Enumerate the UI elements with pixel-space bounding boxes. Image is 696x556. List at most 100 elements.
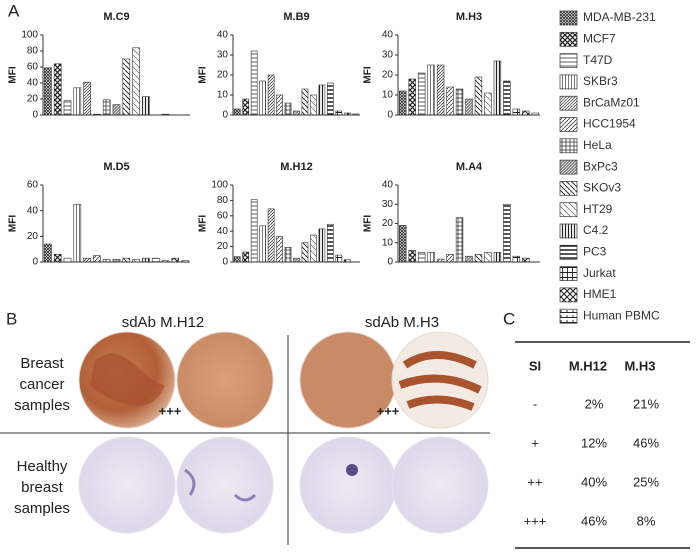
y-tick-label: 20 bbox=[382, 70, 394, 81]
y-tick-label: 0 bbox=[387, 257, 393, 268]
legend-swatch bbox=[559, 53, 578, 68]
y-tick-label: 80 bbox=[217, 195, 229, 206]
bar bbox=[132, 47, 140, 116]
table-cell: 46% bbox=[581, 513, 607, 528]
y-tick-label: 0 bbox=[222, 257, 228, 268]
y-tick-label: 30 bbox=[217, 50, 229, 61]
bar bbox=[335, 254, 343, 263]
bar bbox=[151, 257, 160, 263]
legend-swatch bbox=[559, 31, 578, 47]
score-label: +++ bbox=[159, 403, 182, 418]
bar bbox=[112, 104, 121, 116]
table-cell: - bbox=[533, 396, 537, 411]
y-tick-label: 20 bbox=[217, 241, 229, 252]
bar bbox=[474, 76, 483, 116]
legend-label: MCF7 bbox=[583, 31, 616, 45]
legend-swatch bbox=[559, 159, 578, 175]
bar bbox=[327, 82, 334, 116]
y-tick-label: 30 bbox=[382, 199, 394, 210]
y-axis-label: MFI bbox=[8, 215, 19, 232]
bar bbox=[73, 203, 82, 263]
y-tick-label: 0 bbox=[387, 110, 393, 121]
bar bbox=[259, 225, 266, 263]
table-header: M.H12 bbox=[569, 358, 607, 373]
bar bbox=[465, 255, 473, 263]
bar bbox=[83, 257, 91, 263]
bar bbox=[310, 94, 317, 116]
y-tick-label: 0 bbox=[32, 257, 38, 268]
score-label: +++ bbox=[377, 403, 400, 418]
y-tick-label: 20 bbox=[382, 218, 394, 229]
table-cell: + bbox=[531, 435, 539, 450]
y-axis-label: MFI bbox=[198, 215, 209, 232]
y-tick-label: 60 bbox=[217, 210, 229, 221]
y-tick-label: 40 bbox=[27, 205, 39, 216]
bar bbox=[284, 247, 292, 263]
y-tick-label: 10 bbox=[217, 90, 229, 101]
bar bbox=[122, 257, 131, 263]
y-tick-label: 20 bbox=[27, 94, 39, 105]
bar bbox=[318, 84, 326, 116]
legend-swatch bbox=[559, 223, 578, 239]
column-header: sdAb M.H3 bbox=[365, 314, 439, 331]
legend-label: HME1 bbox=[583, 287, 617, 301]
legend-label: C4.2 bbox=[583, 223, 609, 237]
row-label: samples bbox=[14, 397, 70, 414]
legend-swatch bbox=[559, 308, 578, 324]
bar bbox=[427, 64, 435, 116]
y-tick-label: 60 bbox=[27, 180, 39, 191]
bar bbox=[474, 254, 483, 263]
bar bbox=[93, 255, 101, 263]
row-label: Breast bbox=[20, 355, 64, 372]
bar bbox=[142, 257, 150, 263]
y-tick-label: 40 bbox=[217, 226, 229, 237]
panel-letter: A bbox=[8, 1, 20, 20]
chart-title: M.H12 bbox=[280, 161, 312, 173]
bar bbox=[493, 60, 502, 116]
legend-label: HT29 bbox=[583, 202, 613, 216]
bar bbox=[399, 225, 407, 263]
panel-letter: C bbox=[503, 309, 515, 328]
chart-title: M.C9 bbox=[103, 11, 129, 23]
bar bbox=[267, 74, 275, 116]
tissue-images bbox=[0, 331, 490, 545]
bar bbox=[171, 257, 180, 263]
bar bbox=[53, 63, 62, 116]
panel-letter: B bbox=[6, 309, 17, 328]
legend-swatch bbox=[559, 181, 578, 196]
bar bbox=[503, 203, 511, 263]
y-tick-label: 20 bbox=[27, 231, 39, 242]
bar bbox=[408, 78, 416, 116]
legend-label: MDA-MB-231 bbox=[583, 10, 656, 24]
legend-label: HCC1954 bbox=[583, 117, 636, 131]
y-tick-label: 40 bbox=[27, 78, 39, 89]
bar bbox=[455, 217, 464, 263]
bar bbox=[335, 110, 343, 116]
bar bbox=[122, 58, 131, 116]
bar bbox=[465, 98, 473, 116]
bar bbox=[250, 50, 258, 116]
table-cell: 40% bbox=[581, 474, 607, 489]
bar bbox=[142, 96, 150, 116]
y-tick-label: 40 bbox=[217, 30, 229, 41]
legend-label: SKOv3 bbox=[583, 181, 621, 195]
bar bbox=[293, 110, 300, 116]
row-label: samples bbox=[14, 500, 70, 517]
bar bbox=[408, 250, 416, 263]
chart-title: M.B9 bbox=[283, 11, 309, 23]
bar bbox=[503, 80, 511, 116]
table-cell: 8% bbox=[637, 513, 656, 528]
table-cell: +++ bbox=[524, 513, 547, 528]
y-tick-label: 80 bbox=[27, 46, 39, 57]
legend-swatch bbox=[559, 74, 578, 90]
bar bbox=[318, 228, 326, 263]
y-tick-label: 30 bbox=[382, 50, 394, 61]
y-tick-label: 40 bbox=[382, 180, 394, 191]
bar bbox=[63, 100, 72, 116]
legend-label: BxPc3 bbox=[583, 159, 618, 173]
bar bbox=[293, 257, 300, 263]
bar bbox=[233, 108, 241, 116]
legend-label: HeLa bbox=[583, 138, 612, 152]
bar bbox=[102, 99, 111, 116]
legend-swatch bbox=[559, 266, 578, 281]
